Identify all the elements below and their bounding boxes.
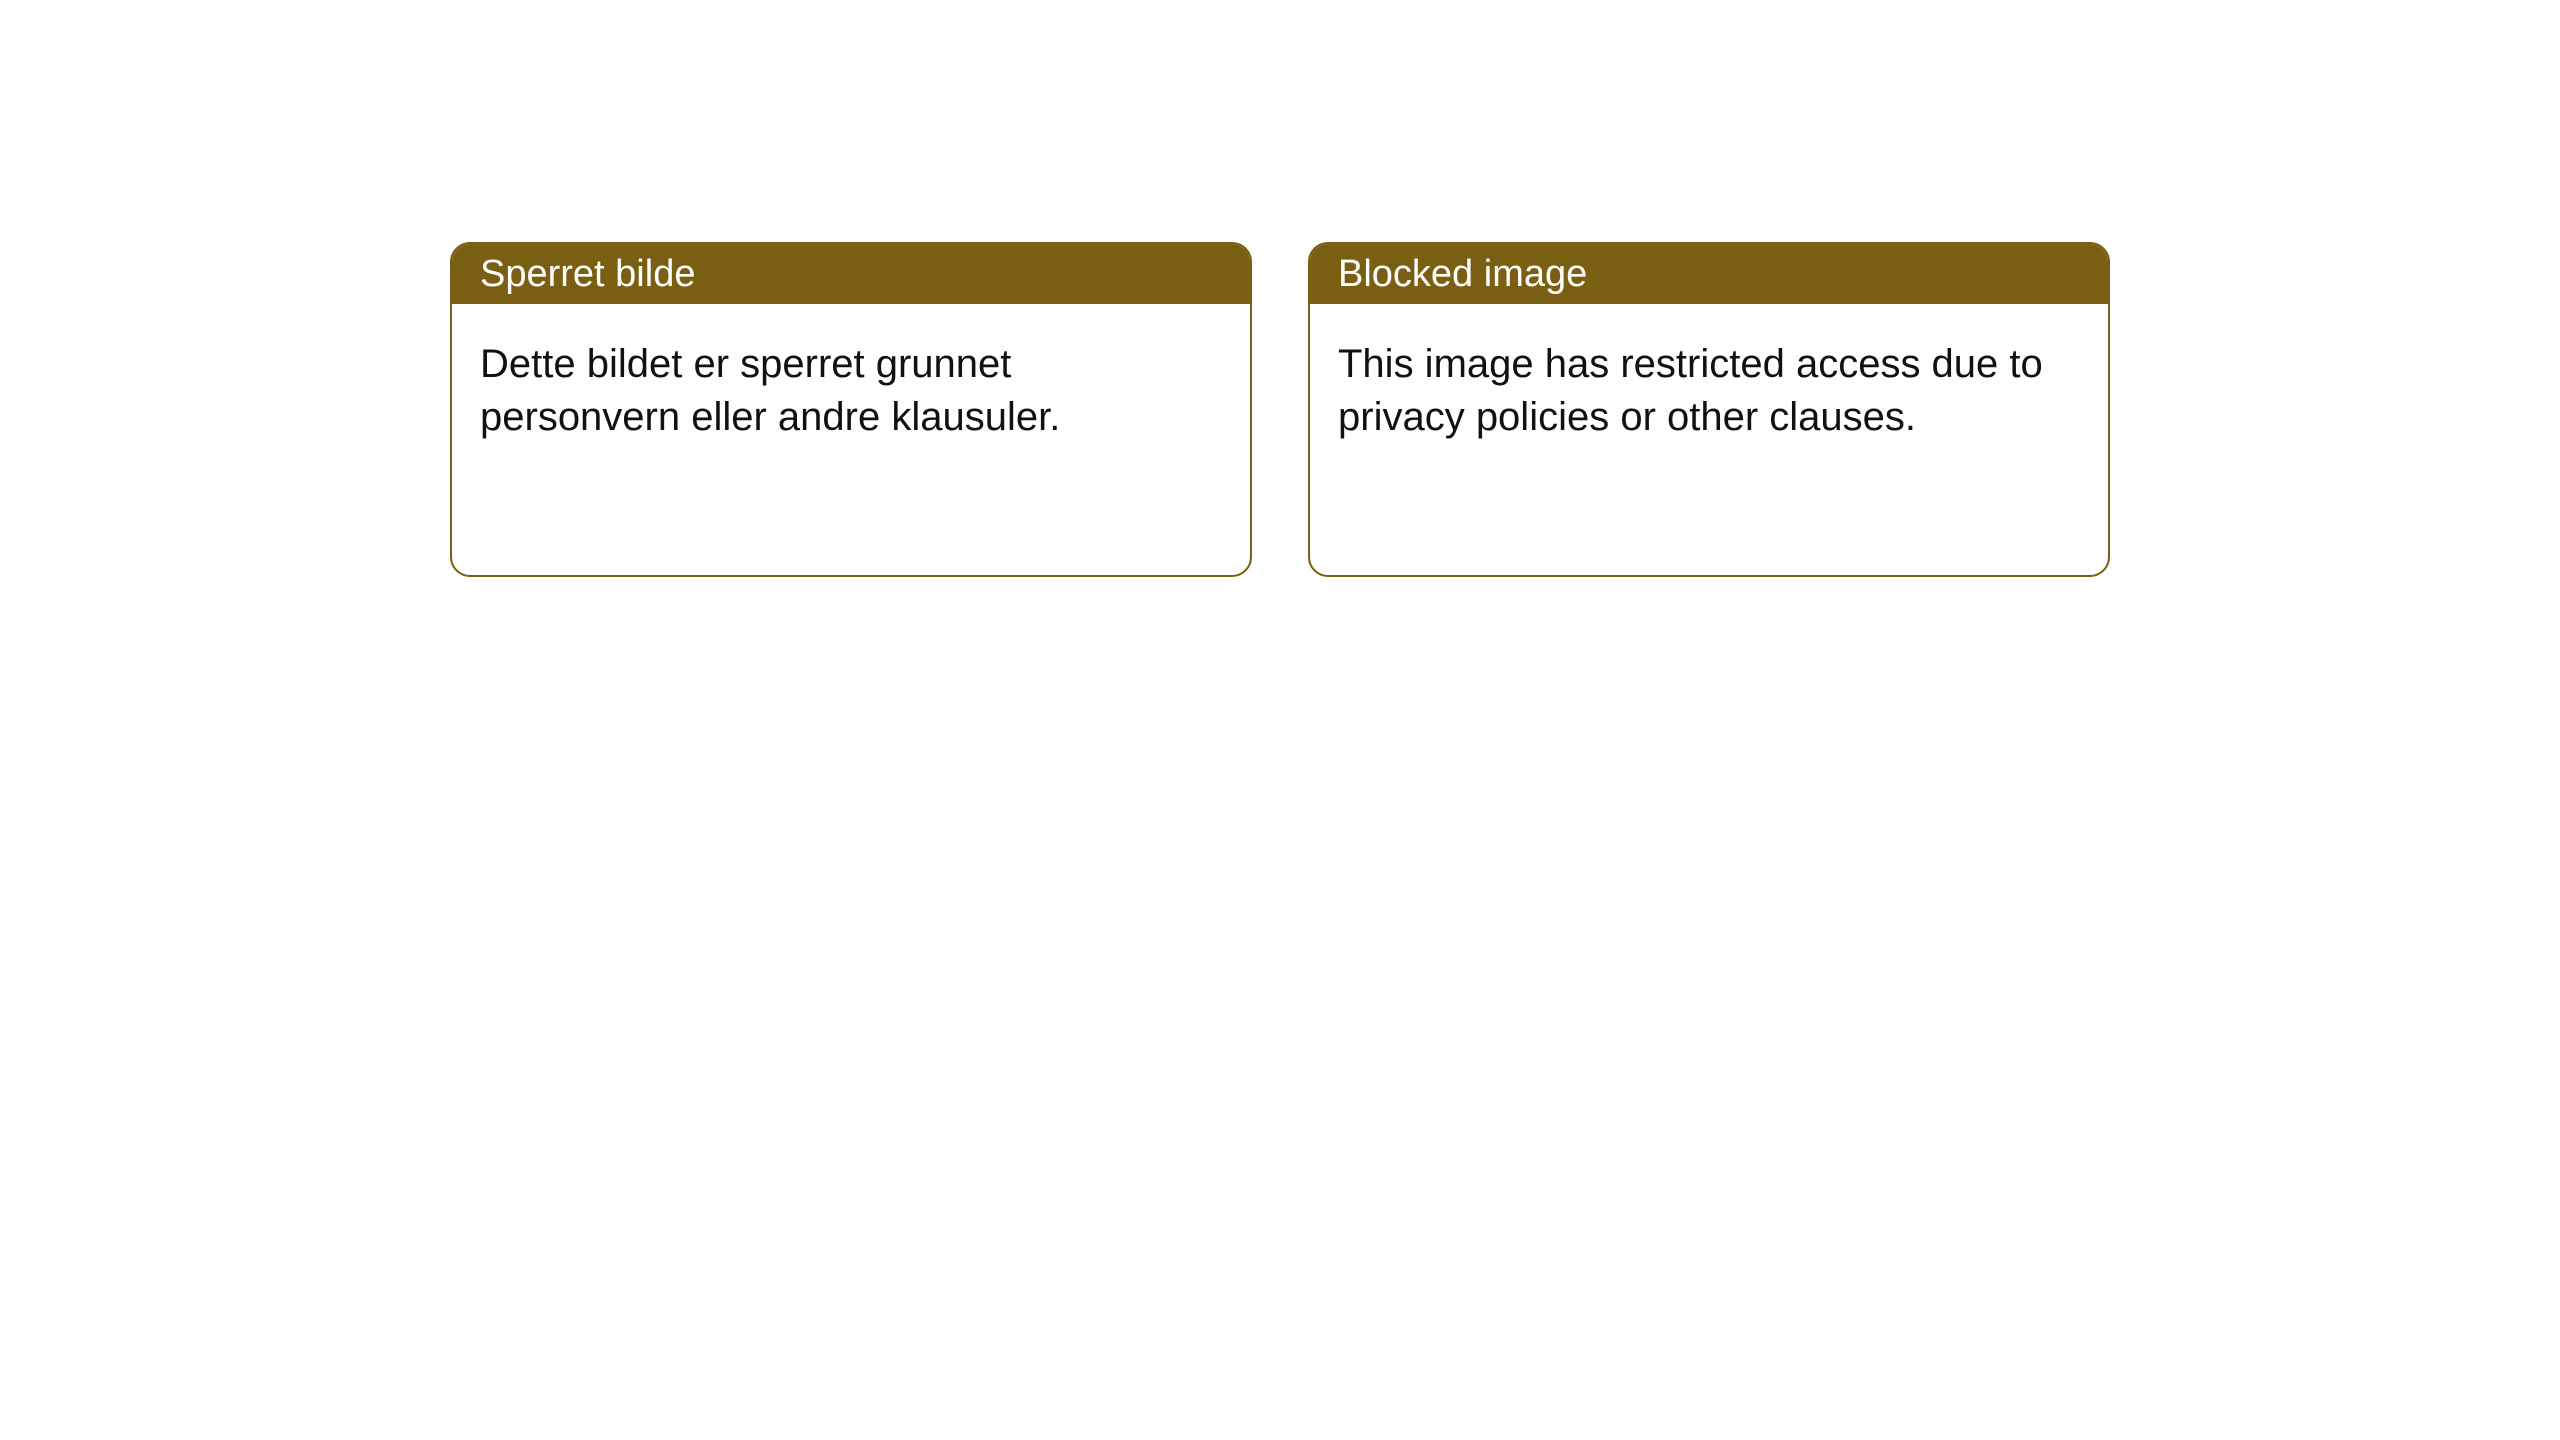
notice-message-en: This image has restricted access due to … [1338,338,2080,444]
notice-card-no: Sperret bilde Dette bildet er sperret gr… [450,242,1252,577]
notice-message-no: Dette bildet er sperret grunnet personve… [480,338,1222,444]
notice-card-en: Blocked image This image has restricted … [1308,242,2110,577]
notice-title-en: Blocked image [1338,255,1587,293]
notice-body-en: This image has restricted access due to … [1310,304,2108,444]
notice-header-no: Sperret bilde [452,244,1250,304]
notice-body-no: Dette bildet er sperret grunnet personve… [452,304,1250,444]
notice-header-en: Blocked image [1310,244,2108,304]
notice-title-no: Sperret bilde [480,255,695,293]
notice-container: Sperret bilde Dette bildet er sperret gr… [0,0,2560,577]
